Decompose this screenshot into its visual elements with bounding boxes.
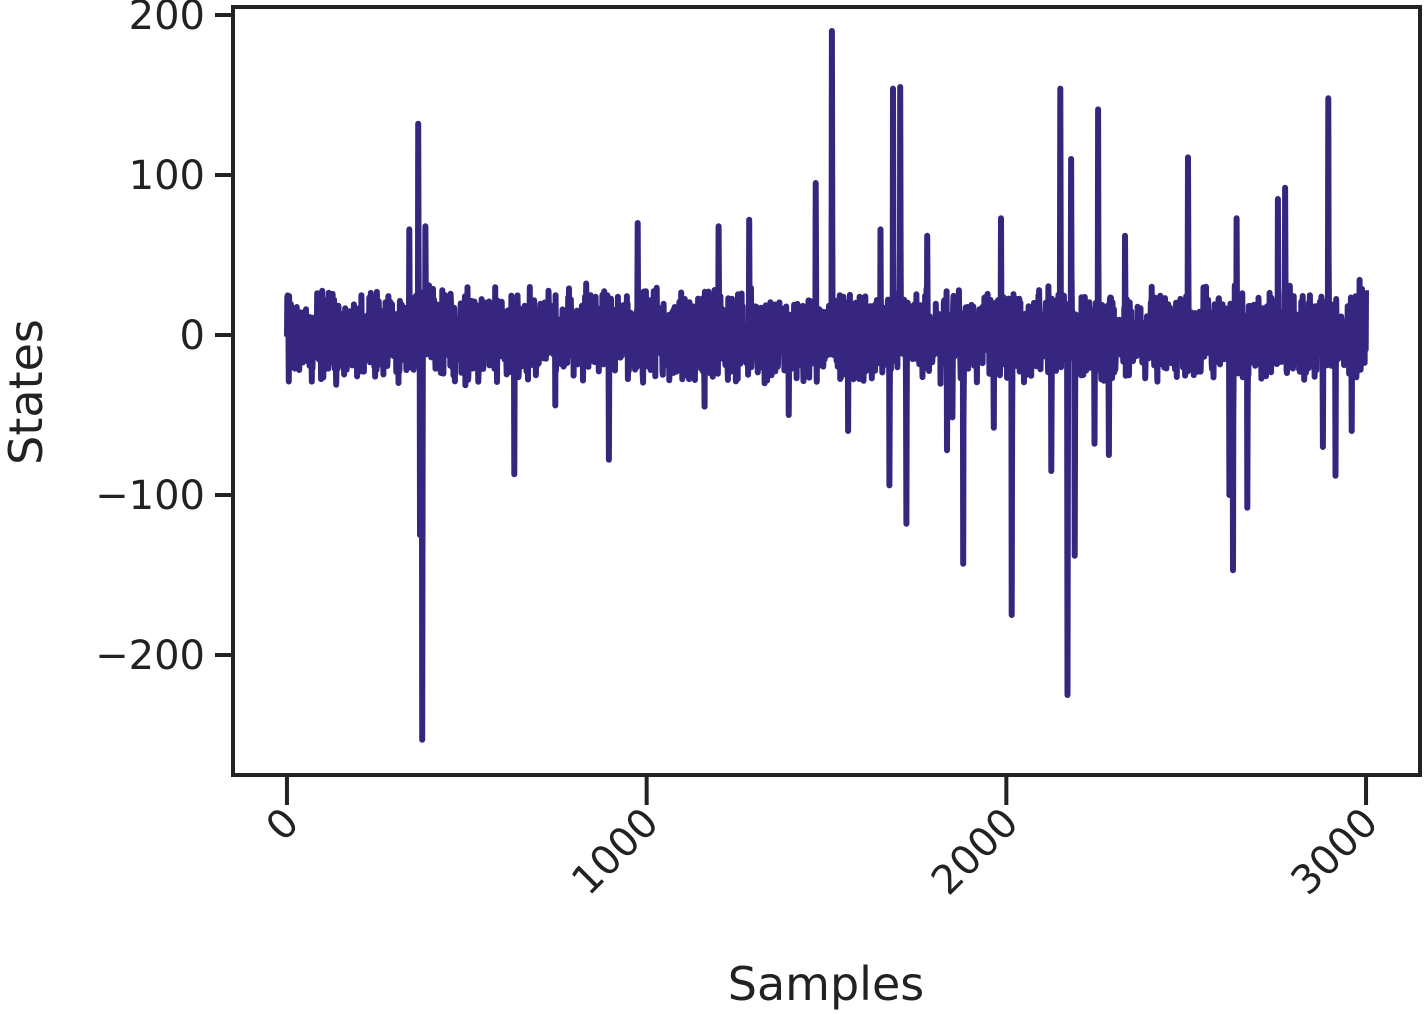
y-tick-label: −100 [95,473,205,519]
plot-frame [231,5,1422,777]
series-line [284,28,1369,743]
y-tick-label: 200 [129,0,205,39]
y-axis-label: States [0,319,53,465]
y-tick-label: −200 [95,633,205,679]
x-tick-label: 1000 [563,800,668,905]
y-tick-label: 0 [180,313,205,359]
x-tick-label: 3000 [1283,800,1388,905]
plot-area [284,28,1369,743]
y-axis: −200 −100 0 100 200 [95,0,233,679]
x-axis: 0 1000 2000 3000 [258,775,1388,905]
x-tick-label: 0 [258,800,309,851]
x-tick-label: 2000 [923,800,1028,905]
y-tick-label: 100 [129,153,205,199]
x-axis-label: Samples [728,957,924,1011]
